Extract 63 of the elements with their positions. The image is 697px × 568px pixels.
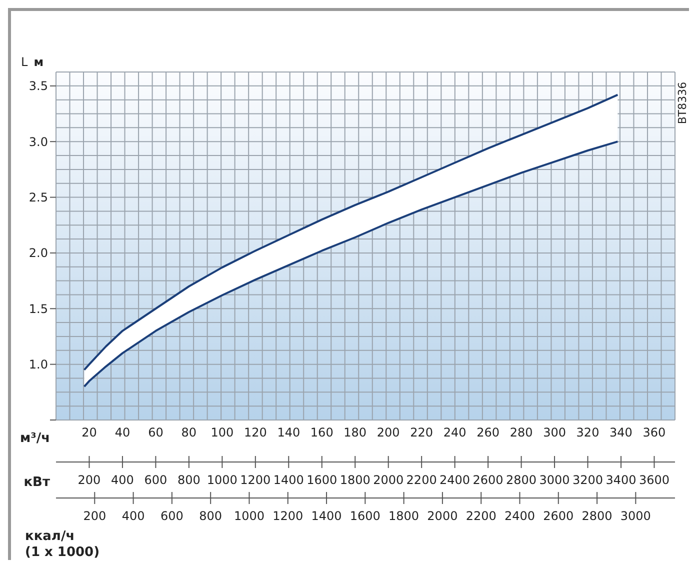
text: 800 xyxy=(199,509,222,523)
x-tick-label: 240 xyxy=(443,426,466,440)
x2-tick-label: 3600 xyxy=(638,473,670,487)
y-tick-label: 2.0 xyxy=(28,246,48,260)
text: 1600 xyxy=(350,509,380,523)
text: 600 xyxy=(160,509,184,523)
x-tick-label: 20 xyxy=(82,426,97,440)
x2-tick-label: 3400 xyxy=(606,473,636,487)
x-tick-label: 60 xyxy=(148,426,164,440)
y-tick-label: 3.0 xyxy=(28,134,48,149)
y-tick-label: 3.5 xyxy=(28,79,48,94)
text: 1200 xyxy=(272,509,304,523)
text: 2200 xyxy=(466,509,496,523)
text: BT8336 xyxy=(674,82,690,124)
x-tick-label: 100 xyxy=(210,426,234,440)
text: 2800 xyxy=(582,509,612,523)
text: 200 xyxy=(83,509,106,523)
x-tick-label: 280 xyxy=(510,426,533,440)
x2-tick-label: 1800 xyxy=(340,473,370,487)
text: 2400 xyxy=(504,509,536,523)
x-tick-label: 260 xyxy=(476,426,500,440)
x2-axis-title: кВт xyxy=(24,475,50,490)
x-tick-label: 340 xyxy=(610,426,632,440)
x2-tick-label: 3200 xyxy=(572,473,604,487)
x2-tick-label: 2400 xyxy=(440,473,470,487)
x2-tick-label: 2600 xyxy=(472,473,504,487)
x-tick-label: 40 xyxy=(114,426,130,440)
x2-tick-label: 200 xyxy=(78,473,101,487)
x-tick-label: 140 xyxy=(277,426,300,440)
x-axis-title: м³/ч xyxy=(20,431,50,446)
x-tick-label: 120 xyxy=(244,426,267,440)
x-tick-label: 220 xyxy=(410,426,434,440)
text: 1400 xyxy=(311,509,342,523)
x2-tick-label: 1400 xyxy=(273,473,304,487)
x-tick-label: 300 xyxy=(543,426,566,440)
x2-tick-label: 3000 xyxy=(539,473,570,487)
x-tick-label: 320 xyxy=(576,426,600,440)
x2-tick-label: 400 xyxy=(111,473,134,487)
x2-tick-label: 1000 xyxy=(206,473,238,487)
x2-tick-label: 1600 xyxy=(306,473,338,487)
x-tick-label: 180 xyxy=(344,426,367,440)
x-tick-label: 80 xyxy=(181,426,197,440)
text: 400 xyxy=(122,509,145,523)
x2-tick-label: 2200 xyxy=(406,473,437,487)
line-series xyxy=(83,140,619,388)
x2-tick-label: 2800 xyxy=(506,473,537,487)
x-tick-label: 160 xyxy=(310,426,334,440)
text: 2000 xyxy=(427,509,458,523)
y-axis-title: L м xyxy=(21,55,44,69)
x2-tick-label: 1200 xyxy=(240,473,271,487)
text: 1800 xyxy=(388,509,420,523)
text: 1000 xyxy=(234,509,264,523)
text: 3000 xyxy=(620,509,651,523)
y-tick-label: 2.5 xyxy=(28,190,48,205)
text: ккал/ч (1 x 1000) xyxy=(25,529,100,560)
x2-tick-label: 800 xyxy=(177,473,200,487)
x2-tick-label: 2000 xyxy=(373,473,404,487)
x-tick-label: 200 xyxy=(376,426,400,440)
text: 2600 xyxy=(543,509,574,523)
x-tick-label: 360 xyxy=(642,426,666,440)
y-tick-label: 1.0 xyxy=(28,358,48,372)
x2-tick-label: 600 xyxy=(144,473,168,487)
y-tick-label: 1.5 xyxy=(28,302,48,316)
